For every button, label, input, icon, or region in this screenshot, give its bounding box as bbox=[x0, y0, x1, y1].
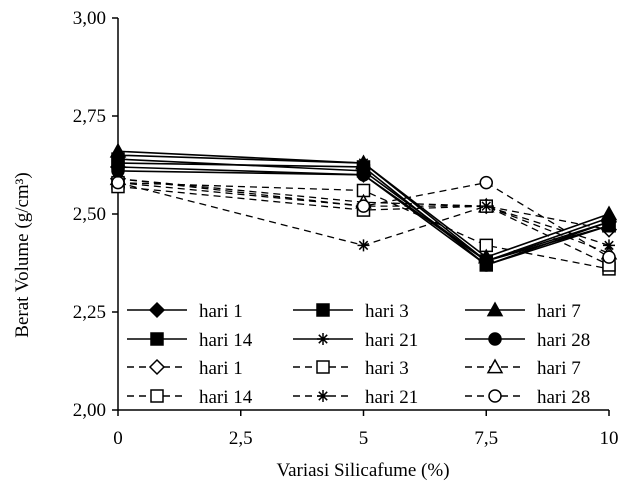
x-tick-label: 5 bbox=[359, 428, 369, 449]
legend-item: hari 3 bbox=[293, 358, 409, 379]
axes: 2,00 2,25 2,50 2,75 3,00 0 2,5 5 7,5 10 bbox=[73, 8, 619, 449]
series-layer bbox=[109, 142, 618, 276]
legend-label: hari 21 bbox=[365, 330, 418, 351]
series-line bbox=[117, 178, 610, 254]
legend-marker bbox=[488, 389, 502, 403]
legend-marker bbox=[150, 332, 164, 346]
legend-item: hari 1 bbox=[127, 301, 243, 322]
legend-label: hari 1 bbox=[199, 358, 243, 379]
data-point bbox=[603, 239, 615, 252]
y-tick-label: 2,25 bbox=[73, 302, 106, 323]
legend-item: hari 7 bbox=[465, 301, 581, 322]
legend-marker bbox=[317, 390, 329, 402]
y-tick-label: 3,00 bbox=[73, 8, 106, 29]
series-line bbox=[117, 170, 610, 266]
series-line bbox=[117, 154, 610, 262]
y-tick-label: 2,75 bbox=[73, 106, 106, 127]
legend-label: hari 14 bbox=[199, 387, 253, 408]
series-line bbox=[117, 182, 610, 247]
legend-marker bbox=[488, 332, 502, 346]
legend-marker bbox=[316, 303, 330, 317]
series-line bbox=[117, 162, 610, 266]
y-tick-label: 2,00 bbox=[73, 400, 106, 421]
data-point bbox=[356, 199, 371, 213]
legend-item: hari 21 bbox=[293, 330, 418, 351]
legend-item: hari 21 bbox=[293, 387, 418, 408]
y-axis-title: Berat Volume (g/cm³) bbox=[12, 172, 33, 337]
data-point bbox=[479, 175, 493, 190]
x-tick-label: 10 bbox=[600, 428, 619, 449]
legend-item: hari 1 bbox=[127, 358, 243, 379]
legend-item: hari 7 bbox=[465, 358, 581, 379]
legend-label: hari 14 bbox=[199, 330, 253, 351]
legend-marker bbox=[486, 301, 504, 317]
legend-item: hari 28 bbox=[465, 330, 590, 351]
data-point bbox=[357, 239, 370, 252]
data-point bbox=[111, 164, 125, 178]
legend-item: hari 28 bbox=[465, 387, 590, 408]
legend-marker bbox=[148, 358, 166, 376]
legend-label: hari 3 bbox=[365, 358, 409, 379]
x-tick-label: 7,5 bbox=[474, 428, 498, 449]
legend-marker bbox=[316, 360, 330, 374]
legend-item: hari 3 bbox=[293, 301, 409, 322]
data-point bbox=[479, 258, 493, 272]
legend-marker bbox=[150, 389, 164, 403]
series-line bbox=[117, 178, 610, 231]
legend-marker bbox=[486, 358, 504, 374]
data-point bbox=[112, 149, 124, 162]
legend-label: hari 7 bbox=[537, 358, 581, 379]
series-8 bbox=[111, 175, 616, 276]
legend-label: hari 28 bbox=[537, 330, 590, 351]
x-tick-label: 2,5 bbox=[229, 428, 253, 449]
series-line bbox=[117, 181, 610, 258]
legend-label: hari 1 bbox=[199, 301, 243, 322]
series-line bbox=[117, 150, 610, 259]
x-axis-title: Variasi Silicafume (%) bbox=[276, 460, 449, 481]
data-point bbox=[356, 168, 371, 182]
data-point bbox=[480, 200, 493, 213]
series-6 bbox=[111, 164, 616, 272]
legend-marker bbox=[148, 301, 166, 319]
series-12 bbox=[111, 175, 616, 264]
series-line bbox=[117, 166, 610, 262]
data-point bbox=[357, 157, 370, 170]
data-point bbox=[602, 250, 616, 264]
legend-label: hari 21 bbox=[365, 387, 418, 408]
legend-item: hari 14 bbox=[127, 330, 253, 351]
legend-label: hari 7 bbox=[537, 301, 581, 322]
legend-label: hari 3 bbox=[365, 301, 409, 322]
data-point bbox=[111, 175, 125, 190]
legend-item: hari 14 bbox=[127, 387, 253, 408]
legend-marker bbox=[317, 333, 329, 345]
legend-label: hari 28 bbox=[537, 387, 590, 408]
data-point bbox=[602, 215, 616, 229]
y-tick-label: 2,50 bbox=[73, 204, 106, 225]
x-tick-label: 0 bbox=[113, 428, 123, 449]
legend: hari 1 hari 3 hari 7 hari 14 hari 21 hari 28 h… bbox=[127, 301, 590, 408]
